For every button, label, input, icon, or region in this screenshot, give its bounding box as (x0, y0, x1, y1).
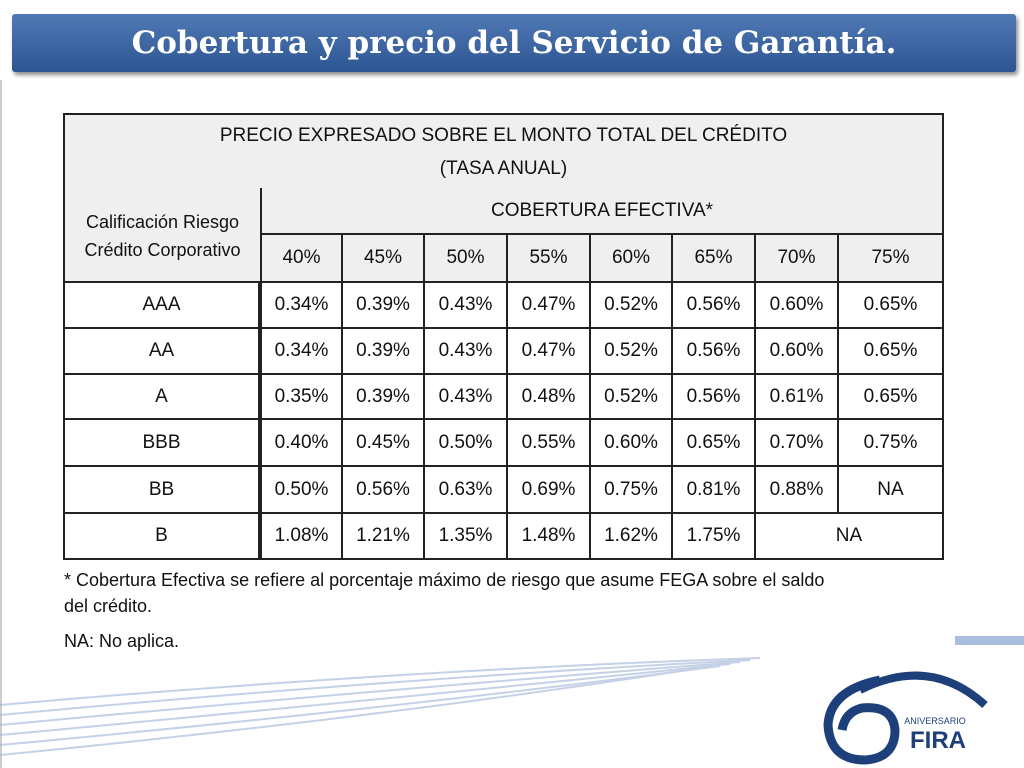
table-cell: 0.52% (591, 375, 673, 420)
table-cell: 0.47% (508, 283, 591, 329)
logo: ANIVERSARIO FIRA (823, 671, 988, 765)
table-cell: NA (839, 467, 944, 514)
heading-line: PRECIO EXPRESADO SOBRE EL MONTO TOTAL DE… (219, 124, 788, 146)
swoosh (0, 657, 761, 756)
table-cell: 0.56% (673, 283, 756, 329)
row-label: BBB (63, 420, 260, 467)
column-header: 40% (260, 235, 343, 283)
table-cell: 1.21% (343, 514, 425, 560)
accent-bar (955, 636, 1024, 645)
table-cell: 0.65% (839, 329, 944, 375)
note-line: del crédito. (64, 596, 153, 616)
table-cell: 0.39% (343, 375, 425, 420)
table-cell: NA (756, 514, 944, 560)
table-cell: 0.65% (839, 283, 944, 329)
table-cell: 0.39% (343, 329, 425, 375)
table-cell: 0.60% (591, 420, 673, 467)
heading-line: (TASA ANUAL) (439, 157, 568, 179)
table-cell: 0.52% (591, 329, 673, 375)
table-cell: 0.56% (343, 467, 425, 514)
row-label: BB (63, 467, 260, 514)
table-cell: 0.88% (756, 467, 839, 514)
table-cell: 0.40% (260, 420, 343, 467)
table-cell: 0.55% (508, 420, 591, 467)
note-line: NA: No aplica. (64, 631, 180, 651)
table-cell: 0.60% (756, 329, 839, 375)
table-cell: 1.35% (425, 514, 508, 560)
table-cell: 0.75% (591, 467, 673, 514)
row-header-line: Crédito Corporativo (84, 240, 241, 260)
table-cell: 0.56% (673, 329, 756, 375)
row-label: AA (63, 329, 260, 375)
table-cell: 0.43% (425, 329, 508, 375)
row-label: B (63, 514, 260, 560)
table-cell: 0.65% (839, 375, 944, 420)
column-header: 75% (839, 235, 944, 283)
column-header: 55% (508, 235, 591, 283)
table-cell: 0.50% (260, 467, 343, 514)
table-cell: 0.43% (425, 375, 508, 420)
table-cell: 0.75% (839, 420, 944, 467)
column-header: 60% (591, 235, 673, 283)
table-cell: 0.47% (508, 329, 591, 375)
table-cell: 0.35% (260, 375, 343, 420)
table-cell: 0.45% (343, 420, 425, 467)
coverage-header: COBERTURA EFECTIVA* (260, 188, 944, 235)
table-cell: 0.34% (260, 329, 343, 375)
column-header: 50% (425, 235, 508, 283)
table-cell: 0.60% (756, 283, 839, 329)
row-header-line: Calificación Riesgo (85, 212, 240, 232)
column-header: 45% (343, 235, 425, 283)
title-bar (12, 14, 1016, 72)
table-cell: 0.70% (756, 420, 839, 467)
table-cell: 1.48% (508, 514, 591, 560)
table-cell: 0.69% (508, 467, 591, 514)
table-cell: 0.61% (756, 375, 839, 420)
note-line: * Cobertura Efectiva se refiere al porce… (64, 570, 825, 590)
slide-title: Cobertura y precio del Servicio de Garan… (131, 25, 897, 61)
row-label: A (63, 375, 260, 420)
table-cell: 0.81% (673, 467, 756, 514)
row-label: AAA (63, 283, 260, 329)
column-header: 65% (673, 235, 756, 283)
logo-caption: ANIVERSARIO (904, 716, 966, 726)
table-cell: 1.62% (591, 514, 673, 560)
table-cell: 0.34% (260, 283, 343, 329)
table-cell: 0.52% (591, 283, 673, 329)
table-cell: 0.63% (425, 467, 508, 514)
table-cell: 0.56% (673, 375, 756, 420)
table-cell: 0.50% (425, 420, 508, 467)
logo-brand: FIRA (910, 727, 966, 754)
table-heading: PRECIO EXPRESADO SOBRE EL MONTO TOTAL DE… (63, 113, 944, 188)
row-header: Calificación Riesgo Crédito Corporativo (63, 188, 260, 283)
table-cell: 1.75% (673, 514, 756, 560)
column-header: 70% (756, 235, 839, 283)
table-cell: 0.65% (673, 420, 756, 467)
table-cell: 1.08% (260, 514, 343, 560)
table-cell: 0.43% (425, 283, 508, 329)
table-cell: 0.39% (343, 283, 425, 329)
table-cell: 0.48% (508, 375, 591, 420)
